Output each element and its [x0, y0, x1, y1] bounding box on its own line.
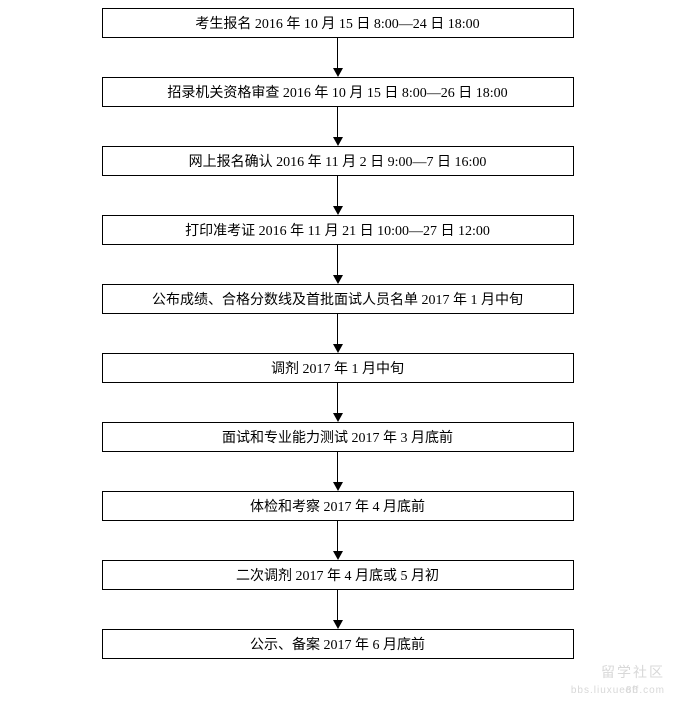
flow-step-label: 公布成绩、合格分数线及首批面试人员名单 2017 年 1 月中旬: [152, 289, 523, 309]
arrow-line: [337, 107, 338, 137]
flow-step: 招录机关资格审查 2016 年 10 月 15 日 8:00—26 日 18:0…: [102, 77, 574, 107]
arrow-line: [337, 176, 338, 206]
flow-step: 公布成绩、合格分数线及首批面试人员名单 2017 年 1 月中旬: [102, 284, 574, 314]
flowchart-container: 考生报名 2016 年 10 月 15 日 8:00—24 日 18:00 招录…: [102, 8, 574, 659]
flow-step: 公示、备案 2017 年 6 月底前: [102, 629, 574, 659]
arrow-head-icon: [333, 206, 343, 215]
arrow-head-icon: [333, 482, 343, 491]
arrow-line: [337, 590, 338, 620]
flow-step-label: 招录机关资格审查 2016 年 10 月 15 日 8:00—26 日 18:0…: [167, 82, 507, 102]
flow-arrow: [333, 521, 343, 560]
flow-arrow: [333, 383, 343, 422]
flow-step: 二次调剂 2017 年 4 月底或 5 月初: [102, 560, 574, 590]
flow-step: 网上报名确认 2016 年 11 月 2 日 9:00—7 日 16:00: [102, 146, 574, 176]
flow-arrow: [333, 452, 343, 491]
watermark-text-small: bbs.liuxue86: [571, 685, 639, 696]
flow-step: 调剂 2017 年 1 月中旬: [102, 353, 574, 383]
arrow-head-icon: [333, 620, 343, 629]
flow-step: 打印准考证 2016 年 11 月 21 日 10:00—27 日 12:00: [102, 215, 574, 245]
flow-step-label: 公示、备案 2017 年 6 月底前: [250, 634, 425, 654]
arrow-head-icon: [333, 275, 343, 284]
arrow-line: [337, 245, 338, 275]
flow-step-label: 考生报名 2016 年 10 月 15 日 8:00—24 日 18:00: [195, 13, 479, 33]
flow-arrow: [333, 107, 343, 146]
flow-step-label: 调剂 2017 年 1 月中旬: [271, 358, 404, 378]
arrow-head-icon: [333, 68, 343, 77]
arrow-line: [337, 521, 338, 551]
arrow-line: [337, 383, 338, 413]
watermark-text-small: off.com: [625, 685, 665, 696]
flow-step: 考生报名 2016 年 10 月 15 日 8:00—24 日 18:00: [102, 8, 574, 38]
arrow-head-icon: [333, 137, 343, 146]
arrow-head-icon: [333, 344, 343, 353]
flow-step: 面试和专业能力测试 2017 年 3 月底前: [102, 422, 574, 452]
flow-step: 体检和考察 2017 年 4 月底前: [102, 491, 574, 521]
flow-arrow: [333, 245, 343, 284]
flow-step-label: 二次调剂 2017 年 4 月底或 5 月初: [236, 565, 439, 585]
flow-arrow: [333, 590, 343, 629]
flow-arrow: [333, 176, 343, 215]
watermark-text: 留学社区: [601, 662, 665, 682]
arrow-line: [337, 452, 338, 482]
arrow-head-icon: [333, 413, 343, 422]
flow-step-label: 打印准考证 2016 年 11 月 21 日 10:00—27 日 12:00: [185, 220, 490, 240]
arrow-line: [337, 38, 338, 68]
flow-step-label: 体检和考察 2017 年 4 月底前: [250, 496, 425, 516]
flow-arrow: [333, 38, 343, 77]
arrow-head-icon: [333, 551, 343, 560]
flow-arrow: [333, 314, 343, 353]
flow-step-label: 网上报名确认 2016 年 11 月 2 日 9:00—7 日 16:00: [189, 151, 487, 171]
arrow-line: [337, 314, 338, 344]
flow-step-label: 面试和专业能力测试 2017 年 3 月底前: [222, 427, 453, 447]
